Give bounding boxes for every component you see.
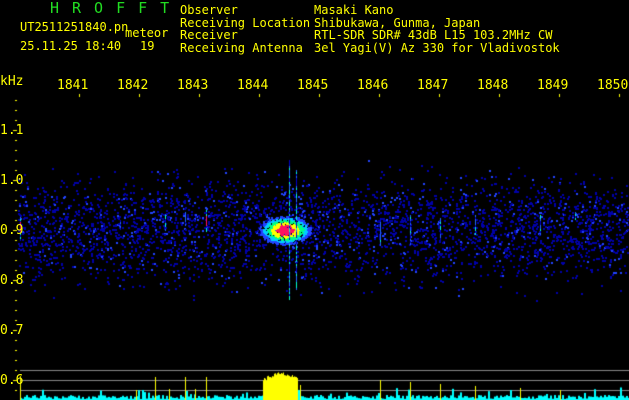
- field-label: Observer: [180, 3, 238, 17]
- x-tick-label: 1845: [297, 79, 328, 92]
- y-tick-label: 1.1: [0, 123, 24, 138]
- field-value: RTL-SDR SDR# 43dB L15 103.2MHz CW: [314, 28, 553, 42]
- app-title: HROFFT: [50, 0, 183, 17]
- y-tick-label: 0.8: [0, 273, 24, 288]
- x-tick-label: 1846: [357, 79, 388, 92]
- field-label: Receiver: [180, 28, 238, 42]
- x-tick-label: 1848: [477, 79, 508, 92]
- x-tick-label: 1841: [57, 79, 88, 92]
- field-value: Masaki Kano: [314, 3, 394, 17]
- mode-label: meteor: [125, 26, 169, 40]
- x-tick-label: 1849: [537, 79, 568, 92]
- y-tick-label: 0.7: [0, 323, 24, 338]
- y-tick-label: 0.6: [0, 373, 24, 388]
- y-tick-label: 0.9: [0, 223, 24, 238]
- y-tick-label: 1.0: [0, 173, 24, 188]
- x-tick-label: 1850: [597, 79, 629, 92]
- datetime: 25.11.25 18:40: [20, 39, 122, 53]
- field-label: Receiving Location: [180, 15, 311, 30]
- x-tick-label: 1844: [237, 79, 268, 92]
- x-tick-label: 1847: [417, 79, 448, 92]
- x-tick-label: 1843: [177, 79, 208, 92]
- field-value: Shibukawa, Gunma, Japan: [314, 15, 481, 30]
- x-tick-label: 1842: [117, 79, 148, 92]
- field-value: 3el Yagi(V) Az 330 for Vladivostok: [314, 40, 560, 55]
- count: 19: [140, 39, 155, 53]
- filename: UT2511251840.pn: [20, 20, 129, 34]
- unit-label: kHz: [0, 74, 24, 89]
- field-label: Receiving Antenna: [180, 40, 303, 55]
